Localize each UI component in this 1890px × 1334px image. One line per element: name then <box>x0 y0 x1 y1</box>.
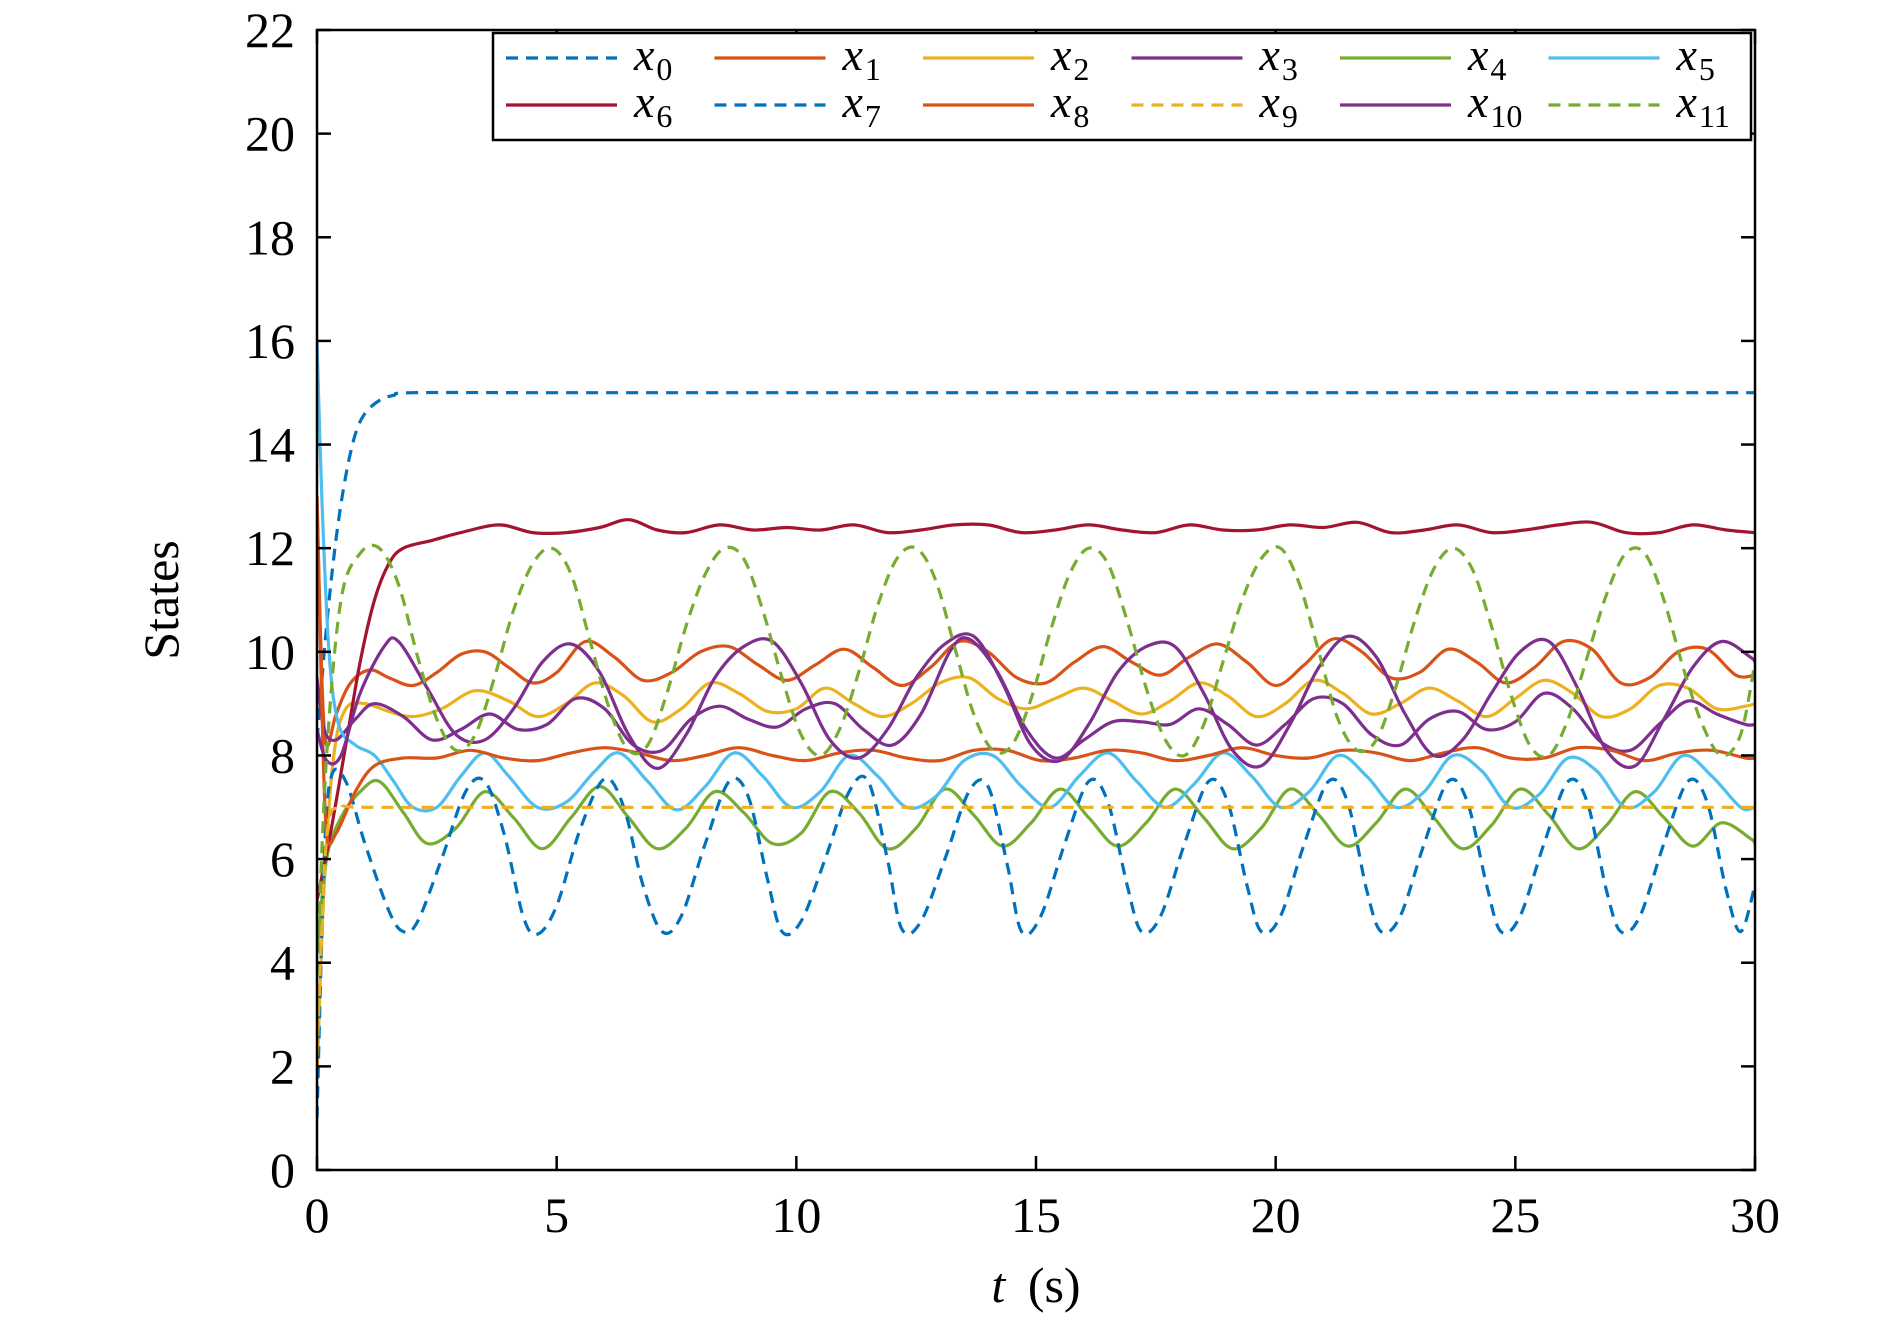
legend-label-base: x <box>1050 29 1072 80</box>
y-tick-label-5: 10 <box>245 624 295 680</box>
y-axis-label: States <box>133 540 189 659</box>
series-line-x0 <box>317 390 1755 741</box>
legend-label-base: x <box>1259 76 1281 127</box>
series-line-x5 <box>317 340 1755 813</box>
x-tick-label-5: 25 <box>1490 1187 1540 1243</box>
legend-label-x9: x9 <box>1259 76 1298 134</box>
legend-item-x7: x7 <box>714 76 881 134</box>
legend-label-subscript: 0 <box>656 51 672 87</box>
y-tick-label-9: 18 <box>245 209 295 265</box>
x-tick-label-4: 20 <box>1251 1187 1301 1243</box>
y-tick-label-6: 12 <box>245 520 295 576</box>
legend-item-x2: x2 <box>923 29 1089 87</box>
y-tick-label-3: 6 <box>270 831 295 887</box>
legend-label-base: x <box>1050 76 1072 127</box>
y-tick-label-4: 8 <box>270 727 295 783</box>
legend-item-x9: x9 <box>1131 76 1298 134</box>
legend-label-x1: x1 <box>842 29 881 87</box>
legend-label-base: x <box>633 29 655 80</box>
legend-label-base: x <box>842 76 864 127</box>
series-line-x8 <box>317 496 1755 847</box>
legend-label-x0: x0 <box>633 29 672 87</box>
y-tick-label-8: 16 <box>245 313 295 369</box>
legend-item-x11: x11 <box>1548 76 1730 134</box>
legend-label-subscript: 10 <box>1490 98 1522 134</box>
x-axis-label-variable: t <box>991 1257 1006 1313</box>
legend-label-base: x <box>1467 76 1489 127</box>
series-line-x11 <box>317 543 1755 974</box>
legend-item-x4: x4 <box>1340 29 1506 87</box>
y-tick-label-1: 2 <box>270 1038 295 1094</box>
legend-item-x8: x8 <box>923 76 1089 134</box>
legend-label-base: x <box>842 29 864 80</box>
legend-item-x0: x0 <box>506 29 672 87</box>
legend-label-subscript: 8 <box>1073 98 1089 134</box>
x-axis-label: t (s) <box>991 1257 1080 1313</box>
y-tick-label-10: 20 <box>245 106 295 162</box>
legend-label-subscript: 1 <box>865 51 881 87</box>
legend-label-x4: x4 <box>1467 29 1506 87</box>
series-layer <box>317 340 1755 1119</box>
x-tick-label-6: 30 <box>1730 1187 1780 1243</box>
legend-label-base: x <box>633 76 655 127</box>
series-line-x7 <box>317 767 1755 1119</box>
legend-label-x3: x3 <box>1259 29 1298 87</box>
legend-label-x10: x10 <box>1467 76 1522 134</box>
series-line-x10 <box>317 632 1755 770</box>
legend-item-x6: x6 <box>506 76 672 134</box>
legend-label-x11: x11 <box>1676 76 1730 134</box>
series-line-x2 <box>317 675 1755 1077</box>
x-tick-label-2: 10 <box>771 1187 821 1243</box>
legend-label-subscript: 7 <box>865 98 881 134</box>
legend-label-base: x <box>1676 76 1698 127</box>
legend-label-subscript: 5 <box>1699 51 1715 87</box>
legend-label-subscript: 4 <box>1490 51 1506 87</box>
y-tick-label-2: 4 <box>270 935 295 991</box>
legend-label-subscript: 9 <box>1282 98 1298 134</box>
legend-item-x3: x3 <box>1131 29 1298 87</box>
legend-label-subscript: 11 <box>1699 98 1730 134</box>
legend-label-x6: x6 <box>633 76 672 134</box>
y-tick-label-7: 14 <box>245 417 295 473</box>
legend-label-x8: x8 <box>1050 76 1089 134</box>
legend-label-base: x <box>1676 29 1698 80</box>
legend-item-x10: x10 <box>1340 76 1522 134</box>
y-tick-label-11: 22 <box>245 2 295 58</box>
series-line-x9 <box>317 803 1755 1057</box>
legend-label-subscript: 3 <box>1282 51 1298 87</box>
x-tick-label-1: 5 <box>544 1187 569 1243</box>
x-tick-label-0: 0 <box>305 1187 330 1243</box>
legend-label-base: x <box>1467 29 1489 80</box>
legend-label-subscript: 6 <box>656 98 672 134</box>
y-tick-label-0: 0 <box>270 1142 295 1198</box>
legend-item-x5: x5 <box>1548 29 1715 87</box>
legend-label-x2: x2 <box>1050 29 1089 87</box>
legend-label-x7: x7 <box>842 76 881 134</box>
legend-label-base: x <box>1259 29 1281 80</box>
x-tick-label-3: 15 <box>1011 1187 1061 1243</box>
legend-label-x5: x5 <box>1676 29 1715 87</box>
legend-item-x1: x1 <box>714 29 881 87</box>
legend-label-subscript: 2 <box>1073 51 1089 87</box>
series-line-x6 <box>317 518 1755 901</box>
x-axis-label-unit: (s) <box>1028 1257 1081 1313</box>
legend-box <box>491 31 1753 142</box>
